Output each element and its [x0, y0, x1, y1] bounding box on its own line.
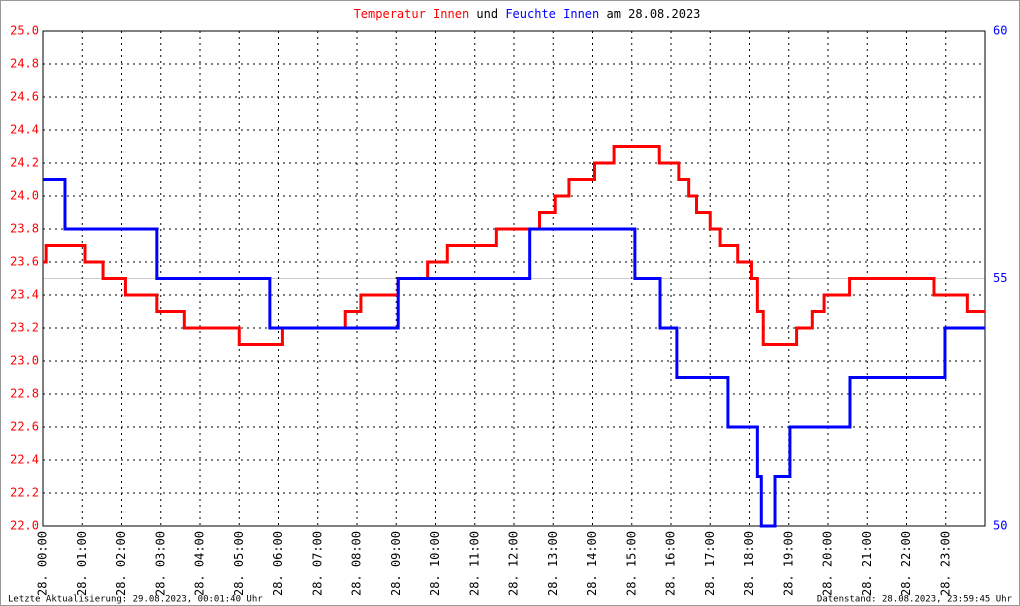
y-tick-label: 22.6 — [10, 420, 39, 434]
footer-right: Datenstand: 28.08.2023, 23:59:45 Uhr — [817, 595, 1013, 605]
x-tick-label: 28. 23:00 — [938, 531, 952, 596]
title-part: und — [476, 7, 498, 21]
x-tick-label: 28. 13:00 — [546, 531, 560, 596]
y2-tick-label: 55 — [993, 271, 1007, 285]
y-tick-label: 24.4 — [10, 123, 39, 137]
x-tick-label: 28. 06:00 — [271, 531, 285, 596]
x-tick-label: 28. 02:00 — [114, 531, 128, 596]
y-tick-label: 25.0 — [10, 24, 39, 38]
x-tick-label: 28. 20:00 — [821, 531, 835, 596]
y-tick-label: 24.2 — [10, 156, 39, 170]
x-tick-label: 28. 07:00 — [310, 531, 324, 596]
y-tick-label: 22.0 — [10, 519, 39, 533]
x-tick-label: 28. 00:00 — [36, 531, 50, 596]
y-tick-label: 23.8 — [10, 222, 39, 236]
title-part: Temperatur Innen — [354, 7, 470, 21]
y-tick-label: 22.4 — [10, 453, 39, 467]
x-tick-label: 28. 10:00 — [428, 531, 442, 596]
x-tick-label: 28. 19:00 — [781, 531, 795, 596]
y2-tick-label: 50 — [993, 519, 1007, 533]
x-tick-label: 28. 18:00 — [742, 531, 756, 596]
y-tick-label: 22.2 — [10, 486, 39, 500]
data-line — [43, 145, 985, 346]
x-tick-label: 28. 21:00 — [860, 531, 874, 596]
x-tick-label: 28. 05:00 — [232, 531, 246, 596]
x-tick-label: 28. 16:00 — [664, 531, 678, 596]
x-tick-label: 28. 15:00 — [624, 531, 638, 596]
y2-tick-label: 60 — [993, 24, 1007, 38]
x-tick-label: 28. 01:00 — [75, 531, 89, 596]
y-tick-label: 24.0 — [10, 189, 39, 203]
y-tick-label: 24.6 — [10, 90, 39, 104]
y-tick-label: 23.2 — [10, 321, 39, 335]
y-tick-label: 24.8 — [10, 57, 39, 71]
x-tick-label: 28. 12:00 — [507, 531, 521, 596]
plot-border — [42, 30, 986, 527]
x-tick-label: 28. 04:00 — [193, 531, 207, 596]
title-part: am 28.08.2023 — [606, 7, 700, 21]
y-tick-label: 22.8 — [10, 387, 39, 401]
x-tick-label: 28. 03:00 — [153, 531, 167, 596]
x-tick-label: 28. 08:00 — [350, 531, 364, 596]
y-tick-label: 23.4 — [10, 288, 39, 302]
x-tick-label: 28. 17:00 — [703, 531, 717, 596]
title-part: Feuchte Innen — [505, 7, 599, 21]
y-tick-label: 23.0 — [10, 354, 39, 368]
y-tick-label: 23.6 — [10, 255, 39, 269]
footer-left: Letzte Aktualisierung: 29.08.2023, 00:01… — [8, 595, 263, 605]
data-line — [43, 178, 985, 528]
x-tick-label: 28. 11:00 — [467, 531, 481, 596]
x-tick-label: 28. 14:00 — [585, 531, 599, 596]
x-tick-label: 28. 09:00 — [389, 531, 403, 596]
chart-title: Temperatur Innen und Feuchte Innen am 28… — [354, 7, 701, 21]
x-tick-label: 28. 22:00 — [899, 531, 913, 596]
